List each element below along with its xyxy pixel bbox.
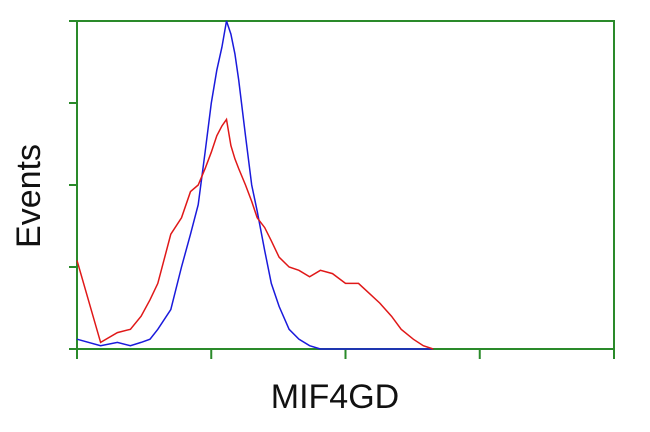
plot-frame — [76, 20, 615, 350]
x-axis-label: MIF4GD — [271, 378, 399, 416]
y-axis-label: Events — [10, 144, 48, 248]
histogram-line — [76, 20, 434, 350]
histogram-line — [76, 117, 434, 350]
